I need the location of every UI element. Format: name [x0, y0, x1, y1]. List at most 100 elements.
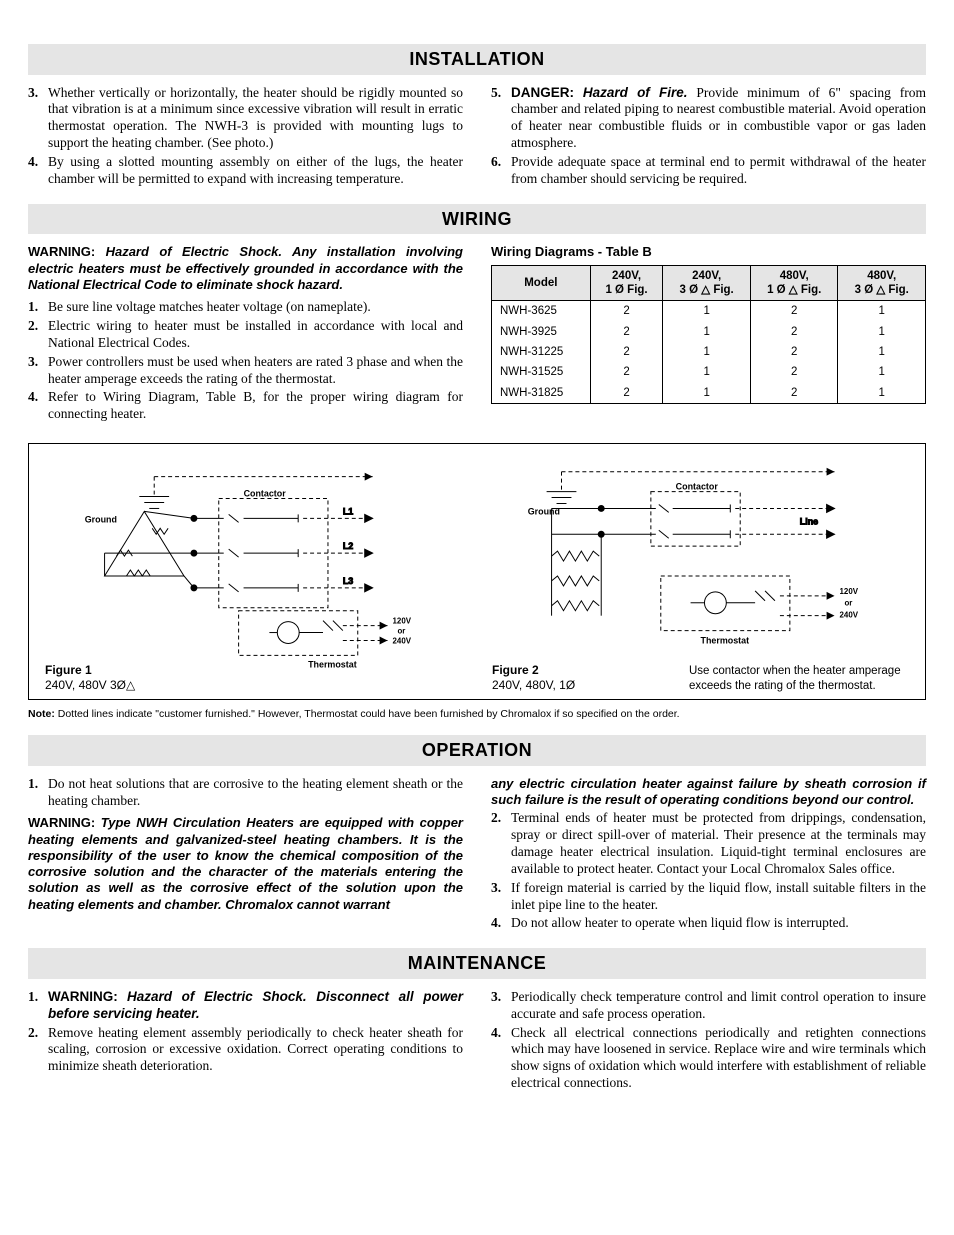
list-text: Power controllers must be used when heat…: [48, 354, 463, 388]
wiring-columns: WARNING: Hazard of Electric Shock. Any i…: [28, 244, 926, 425]
note-text: Dotted lines indicate "customer furnishe…: [55, 708, 680, 720]
table-cell: 1: [838, 342, 926, 362]
list-num: 4.: [28, 154, 48, 188]
list-num: 3.: [491, 989, 511, 1023]
table-header: 480V,3 Ø △ Fig.: [838, 265, 926, 301]
table-cell: 1: [663, 342, 751, 362]
table-cell: 1: [838, 362, 926, 382]
list-num: 1.: [28, 776, 48, 810]
figure-2: Ground Contactor Line: [492, 456, 909, 693]
table-cell: NWH-31525: [492, 362, 591, 382]
table-cell: 1: [663, 383, 751, 404]
list-text: Whether vertically or horizontally, the …: [48, 85, 463, 153]
wiring-diagram-1-icon: Ground Contactor L1 L2 L3: [45, 456, 462, 686]
list-num: 4.: [491, 915, 511, 932]
diagrams-note: Note: Dotted lines indicate "customer fu…: [28, 708, 926, 721]
table-header: 480V,1 Ø △ Fig.: [750, 265, 838, 301]
svg-text:Contactor: Contactor: [244, 489, 287, 499]
danger-rest: Provide minimum of 6" spacing from chamb…: [511, 85, 926, 151]
list-text: Terminal ends of heater must be protecte…: [511, 810, 926, 878]
list-num: 2.: [28, 318, 48, 352]
svg-text:L2: L2: [343, 541, 353, 551]
figure-2-label: Figure 2: [492, 663, 575, 678]
svg-text:Ground: Ground: [85, 514, 117, 524]
table-cell: 2: [590, 383, 663, 404]
installation-right-list: 5. DANGER: Hazard of Fire. Provide minim…: [491, 85, 926, 188]
table-title: Wiring Diagrams - Table B: [491, 244, 926, 260]
danger-label: DANGER:: [511, 85, 574, 100]
section-header-maintenance: MAINTENANCE: [28, 948, 926, 979]
list-text: Be sure line voltage matches heater volt…: [48, 299, 463, 316]
list-text: DANGER: Hazard of Fire. Provide minimum …: [511, 85, 926, 153]
svg-text:Ground: Ground: [528, 507, 560, 517]
table-cell: 2: [590, 322, 663, 342]
svg-text:Contactor: Contactor: [676, 482, 719, 492]
list-text: WARNING: Hazard of Electric Shock. Disco…: [48, 989, 463, 1023]
table-cell: NWH-31825: [492, 383, 591, 404]
list-num: 3.: [491, 880, 511, 914]
maintenance-right-list: 3.Periodically check temperature control…: [491, 989, 926, 1092]
list-text: By using a slotted mounting assembly on …: [48, 154, 463, 188]
svg-text:Line: Line: [800, 516, 818, 526]
figure-1: Ground Contactor L1 L2 L3: [45, 456, 462, 693]
figure-1-sub: 240V, 480V 3Ø△: [45, 678, 135, 693]
table-cell: 1: [838, 383, 926, 404]
list-num: 1.: [28, 299, 48, 316]
table-cell: 1: [838, 322, 926, 342]
table-cell: 2: [750, 322, 838, 342]
table-row: NWH-318252121: [492, 383, 926, 404]
installation-columns: 3.Whether vertically or horizontally, th…: [28, 85, 926, 190]
operation-warning-left: WARNING: Type NWH Circulation Heaters ar…: [28, 815, 463, 913]
table-cell: NWH-3625: [492, 301, 591, 322]
list-text: Refer to Wiring Diagram, Table B, for th…: [48, 389, 463, 423]
note-label: Note:: [28, 708, 55, 720]
table-cell: 1: [663, 322, 751, 342]
svg-text:120V: 120V: [393, 617, 412, 626]
svg-text:or: or: [844, 599, 852, 608]
list-num: 6.: [491, 154, 511, 188]
table-header: 240V,3 Ø △ Fig.: [663, 265, 751, 301]
figure-1-label: Figure 1: [45, 663, 135, 678]
figure-2-sub: 240V, 480V, 1Ø: [492, 678, 575, 693]
table-cell: 2: [590, 342, 663, 362]
maintenance-left-list: 1. WARNING: Hazard of Electric Shock. Di…: [28, 989, 463, 1075]
svg-text:120V: 120V: [840, 587, 859, 596]
svg-text:240V: 240V: [840, 611, 859, 620]
list-text: Provide adequate space at terminal end t…: [511, 154, 926, 188]
table-row: NWH-315252121: [492, 362, 926, 382]
section-header-operation: OPERATION: [28, 735, 926, 766]
wiring-diagram-2-icon: Ground Contactor Line: [492, 456, 909, 686]
wiring-table: Model240V,1 Ø Fig.240V,3 Ø △ Fig.480V,1 …: [491, 265, 926, 405]
list-num: 4.: [28, 389, 48, 423]
svg-text:Thermostat: Thermostat: [308, 659, 357, 669]
list-num: 1.: [28, 989, 48, 1023]
list-text: Electric wiring to heater must be instal…: [48, 318, 463, 352]
table-cell: NWH-3925: [492, 322, 591, 342]
list-num: 5.: [491, 85, 511, 153]
list-text: Do not heat solutions that are corrosive…: [48, 776, 463, 810]
operation-warning-right: any electric circulation heater against …: [491, 776, 926, 809]
table-header: Model: [492, 265, 591, 301]
operation-columns: 1.Do not heat solutions that are corrosi…: [28, 776, 926, 935]
table-cell: NWH-31225: [492, 342, 591, 362]
list-num: 3.: [28, 85, 48, 153]
svg-text:or: or: [397, 627, 405, 636]
list-num: 2.: [491, 810, 511, 878]
table-cell: 1: [663, 362, 751, 382]
wiring-warning: WARNING: Hazard of Electric Shock. Any i…: [28, 244, 463, 293]
operation-right-list: 2.Terminal ends of heater must be protec…: [491, 810, 926, 932]
list-text: If foreign material is carried by the li…: [511, 880, 926, 914]
warning-label: WARNING:: [48, 989, 118, 1004]
list-num: 3.: [28, 354, 48, 388]
figure-2-note: Use contactor when the heater amperage e…: [689, 664, 909, 693]
table-row: NWH-39252121: [492, 322, 926, 342]
table-cell: 1: [663, 301, 751, 322]
table-cell: 1: [838, 301, 926, 322]
table-cell: 2: [750, 383, 838, 404]
diagrams-box: Ground Contactor L1 L2 L3: [28, 443, 926, 700]
operation-left-list: 1.Do not heat solutions that are corrosi…: [28, 776, 463, 810]
danger-em: Hazard of Fire.: [583, 85, 688, 100]
section-header-installation: INSTALLATION: [28, 44, 926, 75]
maintenance-columns: 1. WARNING: Hazard of Electric Shock. Di…: [28, 989, 926, 1094]
list-text: Check all electrical connections periodi…: [511, 1025, 926, 1093]
